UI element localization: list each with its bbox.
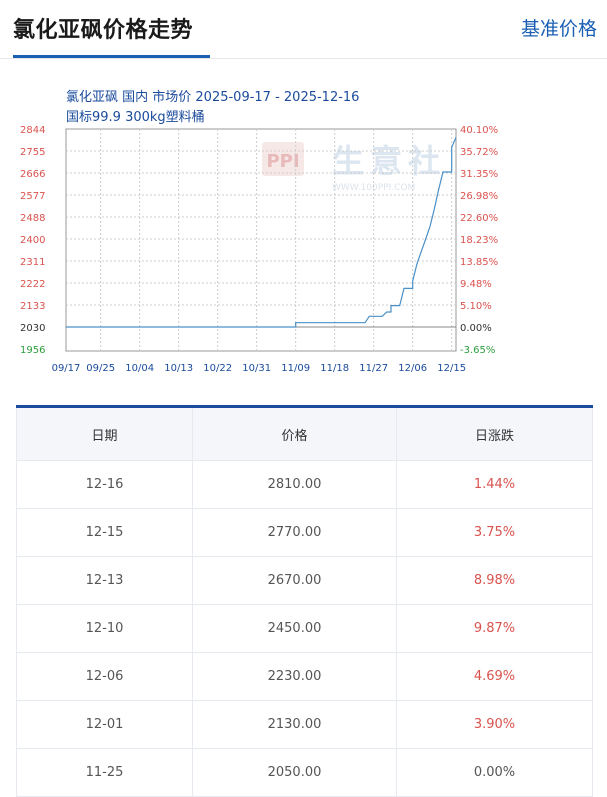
y-right-tick-label: 13.85%	[460, 257, 498, 268]
y-left-tick-label: 2222	[20, 279, 45, 290]
header-date: 日期	[16, 406, 193, 461]
y-right-tick-label: 18.23%	[460, 235, 498, 246]
table-row: 12-15 2770.00 3.75%	[16, 508, 593, 557]
price-chart-svg: 氯化亚砜 国内 市场价 2025-09-17 - 2025-12-16 国标99.…	[20, 89, 498, 374]
watermark-logo-text: PPI	[266, 151, 299, 172]
row-date: 11-25	[16, 748, 193, 797]
row-change: 8.98%	[396, 556, 593, 605]
y-right-tick-label: 0.00%	[460, 323, 492, 334]
table-row: 12-13 2670.00 8.98%	[16, 556, 593, 605]
row-change: 9.87%	[396, 604, 593, 653]
y-left-tick-label: 2666	[20, 169, 45, 180]
y-left-tick-label: 2030	[20, 323, 45, 334]
plot-frame	[65, 128, 457, 352]
y-right-tick-label: 26.98%	[460, 191, 498, 202]
table-row: 11-25 2050.00 0.00%	[16, 748, 593, 797]
title-underline	[13, 55, 210, 58]
page-title: 氯化亚砜价格走势	[13, 18, 194, 43]
row-change: 3.90%	[396, 700, 593, 749]
header-price: 价格	[192, 406, 397, 461]
x-tick-label: 10/22	[203, 363, 232, 374]
page-header: 氯化亚砜价格走势 基准价格	[0, 0, 607, 59]
row-change: 4.69%	[396, 652, 593, 701]
row-date: 12-10	[16, 604, 193, 653]
y-left-tick-label: 2488	[20, 213, 45, 224]
row-date: 12-16	[16, 460, 193, 509]
x-tick-label: 12/06	[398, 363, 427, 374]
price-series-line	[66, 137, 457, 328]
header-change: 日涨跌	[396, 406, 593, 461]
y-left-tick-label: 2577	[20, 191, 45, 202]
row-date: 12-06	[16, 652, 193, 701]
row-price: 2770.00	[192, 508, 397, 557]
x-tick-label: 10/04	[125, 363, 154, 374]
watermark-logo	[262, 142, 304, 176]
y-left-tick-label: 2133	[20, 301, 45, 312]
table-row: 12-01 2130.00 3.90%	[16, 700, 593, 749]
row-date: 12-01	[16, 700, 193, 749]
row-date: 12-15	[16, 508, 193, 557]
row-change: 3.75%	[396, 508, 593, 557]
y-right-tick-label: -3.65%	[460, 345, 495, 356]
x-tick-label: 11/18	[320, 363, 349, 374]
price-chart: 氯化亚砜 国内 市场价 2025-09-17 - 2025-12-16 国标99.…	[0, 80, 607, 380]
chart-title: 氯化亚砜 国内 市场价 2025-09-17 - 2025-12-16	[66, 89, 359, 105]
y-left-tick-label: 2400	[20, 235, 45, 246]
watermark-text: 生意社	[332, 142, 446, 180]
row-price: 2810.00	[192, 460, 397, 509]
row-price: 2670.00	[192, 556, 397, 605]
benchmark-price-link[interactable]: 基准价格	[520, 18, 597, 40]
table-header-row: 日期 价格 日涨跌	[16, 406, 593, 461]
y-right-tick-label: 5.10%	[460, 301, 492, 312]
table-row: 12-16 2810.00 1.44%	[16, 460, 593, 509]
x-tick-label: 10/13	[164, 363, 193, 374]
row-change: 1.44%	[396, 460, 593, 509]
table-row: 12-10 2450.00 9.87%	[16, 604, 593, 653]
x-tick-label: 09/17	[52, 363, 81, 374]
x-tick-label: 11/09	[281, 363, 310, 374]
chart-subtitle: 国标99.9 300kg塑料桶	[66, 110, 205, 125]
y-right-tick-label: 9.48%	[460, 279, 492, 290]
y-right-tick-label: 22.60%	[460, 213, 498, 224]
row-price: 2130.00	[192, 700, 397, 749]
y-left-tick-label: 2844	[20, 125, 45, 136]
x-tick-label: 12/15	[437, 363, 466, 374]
x-tick-label: 11/27	[359, 363, 388, 374]
y-right-tick-label: 40.10%	[460, 125, 498, 136]
y-left-tick-label: 2755	[20, 147, 45, 158]
y-right-tick-label: 31.35%	[460, 169, 498, 180]
y-left-tick-label: 1956	[20, 345, 45, 356]
watermark-subtext: WWW.100PPI.COM	[332, 183, 415, 193]
y-left-tick-label: 2311	[20, 257, 45, 268]
row-change: 0.00%	[396, 748, 593, 797]
table-row: 12-06 2230.00 4.69%	[16, 652, 593, 701]
x-tick-label: 10/31	[242, 363, 271, 374]
x-tick-label: 09/25	[86, 363, 115, 374]
price-table: 日期 价格 日涨跌 12-16 2810.00 1.44% 12-15 2770…	[16, 405, 593, 797]
row-price: 2450.00	[192, 604, 397, 653]
row-price: 2050.00	[192, 748, 397, 797]
row-date: 12-13	[16, 556, 193, 605]
row-price: 2230.00	[192, 652, 397, 701]
y-right-tick-label: 35.72%	[460, 147, 498, 158]
